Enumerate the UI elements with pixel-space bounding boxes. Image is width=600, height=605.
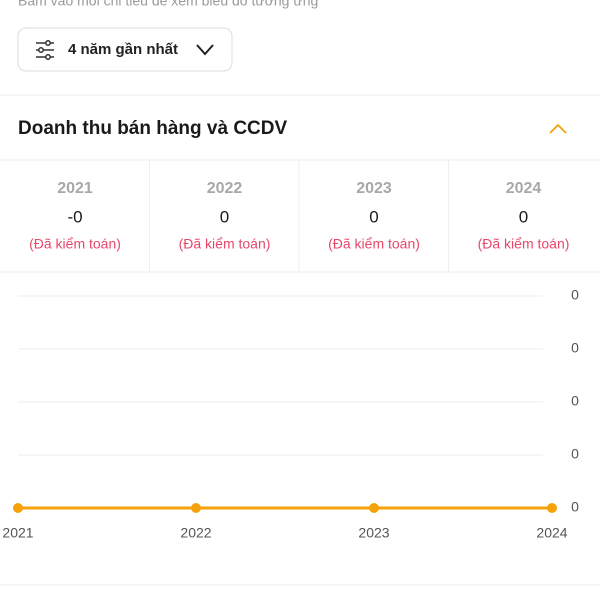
- x-tick-label: 2024: [536, 525, 567, 541]
- point: [13, 503, 23, 513]
- x-tick-label: 2021: [2, 525, 33, 541]
- filter-icon: [36, 40, 54, 60]
- y-tick-label: 0: [571, 287, 579, 303]
- status: (Đã kiểm toán): [29, 236, 121, 252]
- y-tick-label: 0: [571, 446, 579, 462]
- chevron-down: [196, 44, 214, 56]
- chart: 0 0 0 0 0 2021 2022 2023 2024: [2, 287, 579, 541]
- value: 0: [220, 207, 229, 226]
- status: (Đã kiểm toán): [179, 236, 271, 252]
- hint: Bấm vào mỗi chỉ tiêu để xem biểu đồ tươn…: [18, 0, 318, 9]
- status: (Đã kiểm toán): [328, 236, 420, 252]
- y-tick-label: 0: [571, 499, 579, 515]
- chevron-up[interactable]: [549, 123, 567, 134]
- section-title: Doanh thu bán hàng và CCDV: [18, 118, 288, 139]
- year: 2024: [506, 180, 542, 197]
- x-tick-label: 2022: [180, 525, 211, 541]
- value: 0: [519, 207, 528, 226]
- y-tick-label: 0: [571, 340, 579, 356]
- y-tick-label: 0: [571, 393, 579, 409]
- value: -0: [67, 207, 82, 226]
- filter-label: 4 năm gần nhất: [68, 41, 178, 58]
- year: 2022: [207, 180, 243, 197]
- status: (Đã kiểm toán): [478, 236, 570, 252]
- point: [191, 503, 201, 513]
- year: 2021: [57, 180, 93, 197]
- year: 2023: [356, 180, 392, 197]
- x-tick-label: 2023: [358, 525, 389, 541]
- value: 0: [369, 207, 378, 226]
- point: [547, 503, 557, 513]
- summary-table: 2021 -0 (Đã kiểm toán) 2022 0 (Đã kiểm toán) 2…: [29, 160, 569, 272]
- filter-button[interactable]: [17, 27, 233, 72]
- point: [369, 503, 379, 513]
